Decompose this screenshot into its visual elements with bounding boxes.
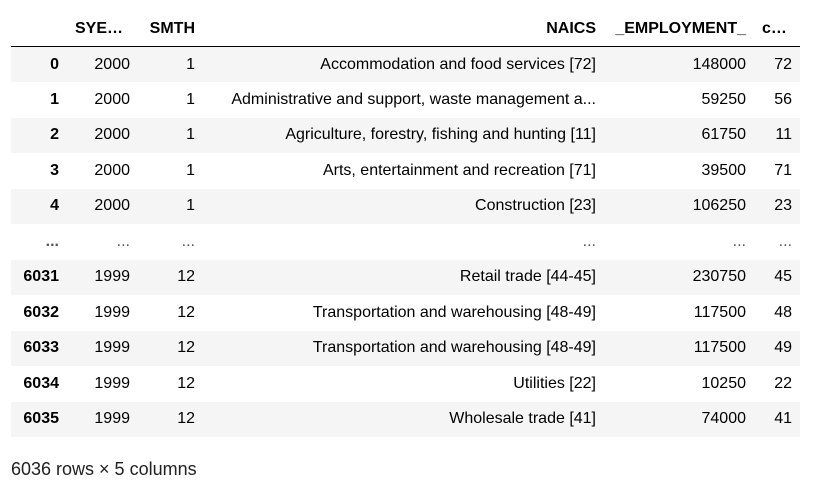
table-row: 0 2000 1 Accommodation and food services…: [11, 46, 800, 82]
column-header-smth: SMTH: [138, 12, 203, 47]
cell-syear: 2000: [94, 90, 130, 108]
index-header: [11, 12, 67, 47]
cell-employment: 117500: [693, 339, 746, 357]
header-row: SYEAR SMTH NAICS _EMPLOYMENT_ code: [11, 12, 800, 47]
table-row: 4 2000 1 Construction [23] 106250 23: [11, 188, 800, 224]
cell-syear: 2000: [94, 197, 130, 215]
cell-code: 48: [774, 303, 792, 321]
cell-employment: 230750: [692, 268, 746, 286]
cell-naics: Agriculture, forestry, fishing and hunti…: [285, 126, 596, 144]
row-index: 6035: [23, 410, 59, 428]
cell-syear: 1999: [94, 374, 130, 392]
cell-employment: 10250: [701, 374, 747, 392]
table-row: 6032 1999 12 Transportation and warehous…: [11, 295, 800, 331]
column-header-employment: _EMPLOYMENT_: [604, 12, 754, 47]
row-index: 6031: [23, 268, 59, 286]
table-row: 6031 1999 12 Retail trade [44-45] 230750…: [11, 259, 800, 295]
cell-ellipsis: ...: [181, 232, 195, 250]
cell-syear: 2000: [94, 161, 130, 179]
dataframe-shape-label: 6036 rows × 5 columns: [11, 459, 197, 479]
cell-ellipsis: ...: [732, 232, 746, 250]
truncation-row: ... ... ... ... ... ...: [11, 224, 800, 260]
cell-employment: 117500: [693, 303, 746, 321]
cell-naics: Utilities [22]: [513, 374, 596, 392]
cell-employment: 61750: [701, 126, 747, 144]
table-row: 2 2000 1 Agriculture, forestry, fishing …: [11, 117, 800, 153]
cell-naics: Arts, entertainment and recreation [71]: [322, 161, 596, 179]
cell-ellipsis: ...: [778, 232, 792, 250]
cell-syear: 2000: [94, 55, 130, 73]
cell-naics: Wholesale trade [41]: [449, 410, 596, 428]
table-header: SYEAR SMTH NAICS _EMPLOYMENT_ code: [11, 12, 800, 47]
cell-code: 72: [774, 55, 792, 73]
cell-smth: 12: [177, 374, 195, 392]
cell-syear: 1999: [94, 339, 130, 357]
cell-employment: 74000: [701, 410, 747, 428]
row-index: 4: [50, 197, 59, 215]
cell-naics: Retail trade [44-45]: [459, 268, 596, 286]
cell-smth: 1: [186, 161, 195, 179]
cell-employment: 39500: [701, 161, 747, 179]
row-index: 2: [50, 126, 59, 144]
cell-code: 71: [774, 161, 792, 179]
table-row: 6033 1999 12 Transportation and warehous…: [11, 330, 800, 366]
row-index: 0: [50, 55, 59, 73]
cell-code: 11: [775, 126, 792, 144]
cell-smth: 12: [177, 268, 195, 286]
cell-syear: 1999: [94, 268, 130, 286]
cell-naics: Administrative and support, waste manage…: [231, 90, 596, 108]
cell-code: 41: [774, 410, 792, 428]
cell-naics: Transportation and warehousing [48-49]: [312, 339, 596, 357]
row-index: 6033: [23, 339, 59, 357]
cell-naics: Construction [23]: [475, 197, 596, 215]
row-index: 6034: [23, 374, 59, 392]
cell-code: 49: [774, 339, 792, 357]
row-index: 6032: [23, 303, 59, 321]
cell-code: 56: [774, 90, 792, 108]
cell-code: 23: [774, 197, 792, 215]
column-header-code: code: [754, 12, 800, 47]
table-row: 3 2000 1 Arts, entertainment and recreat…: [11, 153, 800, 189]
cell-smth: 1: [186, 90, 195, 108]
cell-smth: 1: [186, 55, 195, 73]
column-header-syear: SYEAR: [67, 12, 138, 47]
cell-naics: Transportation and warehousing [48-49]: [312, 303, 596, 321]
table-row: 1 2000 1 Administrative and support, was…: [11, 82, 800, 118]
row-index-ellipsis: ...: [45, 232, 59, 250]
table-row: 6034 1999 12 Utilities [22] 10250 22: [11, 366, 800, 402]
column-header-naics: NAICS: [203, 12, 604, 47]
row-index: 1: [50, 90, 59, 108]
row-index: 3: [50, 161, 59, 179]
cell-employment: 59250: [701, 90, 747, 108]
cell-employment: 148000: [692, 55, 746, 73]
table-row: 6035 1999 12 Wholesale trade [41] 74000 …: [11, 401, 800, 437]
cell-employment: 106250: [692, 197, 746, 215]
cell-ellipsis: ...: [582, 232, 596, 250]
cell-smth: 12: [177, 339, 195, 357]
cell-naics: Accommodation and food services [72]: [320, 55, 596, 73]
cell-code: 22: [774, 374, 792, 392]
dataframe-table: SYEAR SMTH NAICS _EMPLOYMENT_ code 0 200…: [11, 12, 800, 437]
cell-smth: 12: [177, 303, 195, 321]
cell-code: 45: [774, 268, 792, 286]
cell-syear: 1999: [94, 303, 130, 321]
cell-ellipsis: ...: [116, 232, 130, 250]
table-body: 0 2000 1 Accommodation and food services…: [11, 46, 800, 437]
cell-syear: 2000: [94, 126, 130, 144]
cell-smth: 1: [186, 197, 195, 215]
cell-syear: 1999: [94, 410, 130, 428]
cell-smth: 1: [186, 126, 195, 144]
cell-smth: 12: [177, 410, 195, 428]
